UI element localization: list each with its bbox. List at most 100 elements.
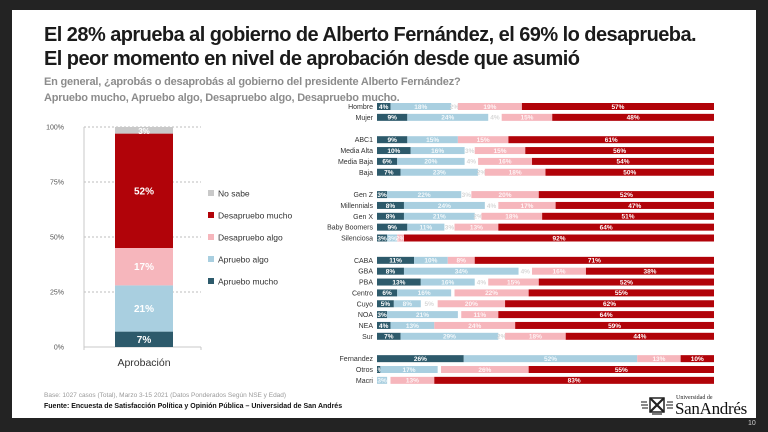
row-data-label: 3% bbox=[387, 235, 397, 242]
row-segment-apruebo-mucho bbox=[377, 366, 381, 373]
row-label: ABC1 bbox=[355, 137, 373, 144]
row-data-label: 26% bbox=[478, 367, 491, 374]
row-data-label: 52% bbox=[620, 192, 633, 199]
row-segment-apruebo-algo bbox=[410, 147, 465, 155]
row-label: Centro bbox=[352, 290, 373, 297]
row-segment-desapruebo-mucho bbox=[565, 332, 714, 340]
row-data-label: 44% bbox=[633, 334, 646, 341]
row-data-label: 1% bbox=[374, 367, 384, 374]
row-data-label: 18% bbox=[505, 214, 518, 221]
row-segment-apruebo-algo bbox=[390, 103, 452, 110]
row-data-label: 4% bbox=[379, 104, 389, 111]
row-segment-apruebo-mucho bbox=[377, 278, 421, 286]
legend-swatch bbox=[208, 278, 214, 284]
row-data-label: 59% bbox=[608, 323, 621, 330]
row-segment-desapruebo-mucho bbox=[505, 300, 714, 308]
row-data-label: 24% bbox=[468, 323, 481, 330]
row-segment-desapruebo-algo bbox=[488, 278, 539, 286]
slide: El 28% aprueba al gobierno de Alberto Fe… bbox=[12, 10, 756, 418]
row-data-label: 22% bbox=[418, 192, 431, 199]
row-segment-apruebo-algo bbox=[407, 223, 445, 231]
row-label: CABA bbox=[354, 258, 373, 265]
legend-label: Desapruebo algo bbox=[218, 233, 283, 243]
row-data-label: 18% bbox=[509, 170, 522, 177]
row-segment-desapruebo-mucho bbox=[555, 201, 714, 209]
row-data-label: 16% bbox=[441, 279, 454, 286]
row-segment-apruebo-mucho bbox=[377, 136, 408, 144]
title-line-2: El peor momento en nivel de aprobación d… bbox=[44, 48, 580, 70]
row-segment-desapruebo-mucho bbox=[545, 168, 714, 176]
row-label: Baby Boomers bbox=[327, 225, 373, 232]
row-data-label: 11% bbox=[389, 258, 402, 265]
legend-swatch bbox=[208, 190, 214, 196]
row-data-label: 16% bbox=[499, 159, 512, 166]
row-segment-desapruebo-mucho bbox=[403, 234, 714, 242]
row-data-label: 62% bbox=[603, 301, 616, 308]
row-data-label: 13% bbox=[406, 323, 419, 330]
row-segment-desapruebo-algo bbox=[447, 256, 475, 264]
row-data-label: 3% bbox=[465, 148, 475, 155]
row-data-label: 5% bbox=[381, 301, 391, 308]
row-data-label: 83% bbox=[568, 378, 581, 385]
row-segment-apruebo-algo bbox=[400, 332, 499, 340]
row-segment-apruebo-mucho bbox=[377, 113, 408, 121]
row-data-label: 34% bbox=[455, 269, 468, 276]
row-data-label: 10% bbox=[387, 148, 400, 155]
row-segment-apruebo-algo bbox=[403, 267, 519, 275]
row-label: Media Alta bbox=[340, 148, 373, 155]
row-data-label: 7% bbox=[384, 170, 394, 177]
row-data-label: 13% bbox=[652, 356, 665, 363]
row-segment-apruebo-mucho bbox=[377, 191, 388, 199]
row-data-label: 57% bbox=[611, 104, 624, 111]
row-segment-apruebo-mucho bbox=[377, 300, 394, 308]
row-data-label: 64% bbox=[600, 312, 613, 319]
row-data-label: 20% bbox=[499, 192, 512, 199]
row-data-label: 52% bbox=[544, 356, 557, 363]
row-data-label: 17% bbox=[403, 367, 416, 374]
subtitle: En general, ¿aprobás o desaprobás al gob… bbox=[44, 74, 461, 106]
row-segment-desapruebo-algo bbox=[454, 223, 499, 231]
row-data-label: 24% bbox=[438, 203, 451, 210]
row-segment-desapruebo-algo bbox=[474, 147, 526, 155]
legend-swatch bbox=[208, 234, 214, 240]
subtitle-question: En general, ¿aprobás o desaprobás al gob… bbox=[44, 76, 461, 88]
row-segment-desapruebo-algo bbox=[505, 332, 566, 340]
row-label: Cuyo bbox=[357, 301, 373, 308]
row-data-label: 8% bbox=[457, 258, 467, 265]
row-data-label: 8% bbox=[386, 214, 396, 221]
row-data-label: 56% bbox=[613, 148, 626, 155]
row-data-label: 3% bbox=[377, 235, 387, 242]
logo-university-label: Universidad de bbox=[676, 395, 713, 401]
row-label: Mujer bbox=[355, 115, 373, 122]
bar-segment-desapruebo-mucho bbox=[115, 133, 173, 248]
row-data-label: 17% bbox=[520, 203, 533, 210]
row-segment-desapruebo-mucho bbox=[508, 136, 714, 144]
row-segment-desapruebo-algo bbox=[434, 321, 516, 329]
row-segment-desapruebo-algo bbox=[441, 366, 529, 373]
row-label: Otros bbox=[356, 367, 374, 374]
row-segment-desapruebo-mucho bbox=[498, 311, 714, 319]
row-segment-apruebo-algo bbox=[387, 311, 458, 319]
row-data-label: 6% bbox=[382, 290, 392, 297]
row-data-label: 3% bbox=[462, 192, 472, 199]
row-label: Macri bbox=[356, 378, 374, 385]
row-data-label: 2% bbox=[497, 334, 507, 341]
row-segment-desapruebo-algo bbox=[437, 300, 506, 308]
row-data-label: 54% bbox=[617, 159, 630, 166]
row-label: Gen Z bbox=[354, 192, 374, 199]
row-segment-desapruebo-mucho bbox=[680, 355, 714, 363]
row-data-label: 52% bbox=[620, 279, 633, 286]
title-line-1: El 28% aprueba al gobierno de Alberto Fe… bbox=[44, 24, 697, 46]
row-data-label: 23% bbox=[433, 170, 446, 177]
row-data-label: 50% bbox=[623, 170, 636, 177]
data-label: 3% bbox=[138, 127, 150, 136]
row-segment-desapruebo-mucho bbox=[498, 223, 714, 231]
data-label: 17% bbox=[134, 262, 154, 273]
y-tick-label: 0% bbox=[54, 345, 64, 352]
row-segment-apruebo-mucho bbox=[377, 157, 398, 165]
row-segment-desapruebo-mucho bbox=[528, 366, 714, 373]
legend-label: No sabe bbox=[218, 189, 250, 199]
row-data-label: 2% bbox=[477, 170, 487, 177]
row-segment-desapruebo-algo bbox=[501, 113, 553, 121]
row-segment-apruebo-algo bbox=[403, 212, 475, 220]
